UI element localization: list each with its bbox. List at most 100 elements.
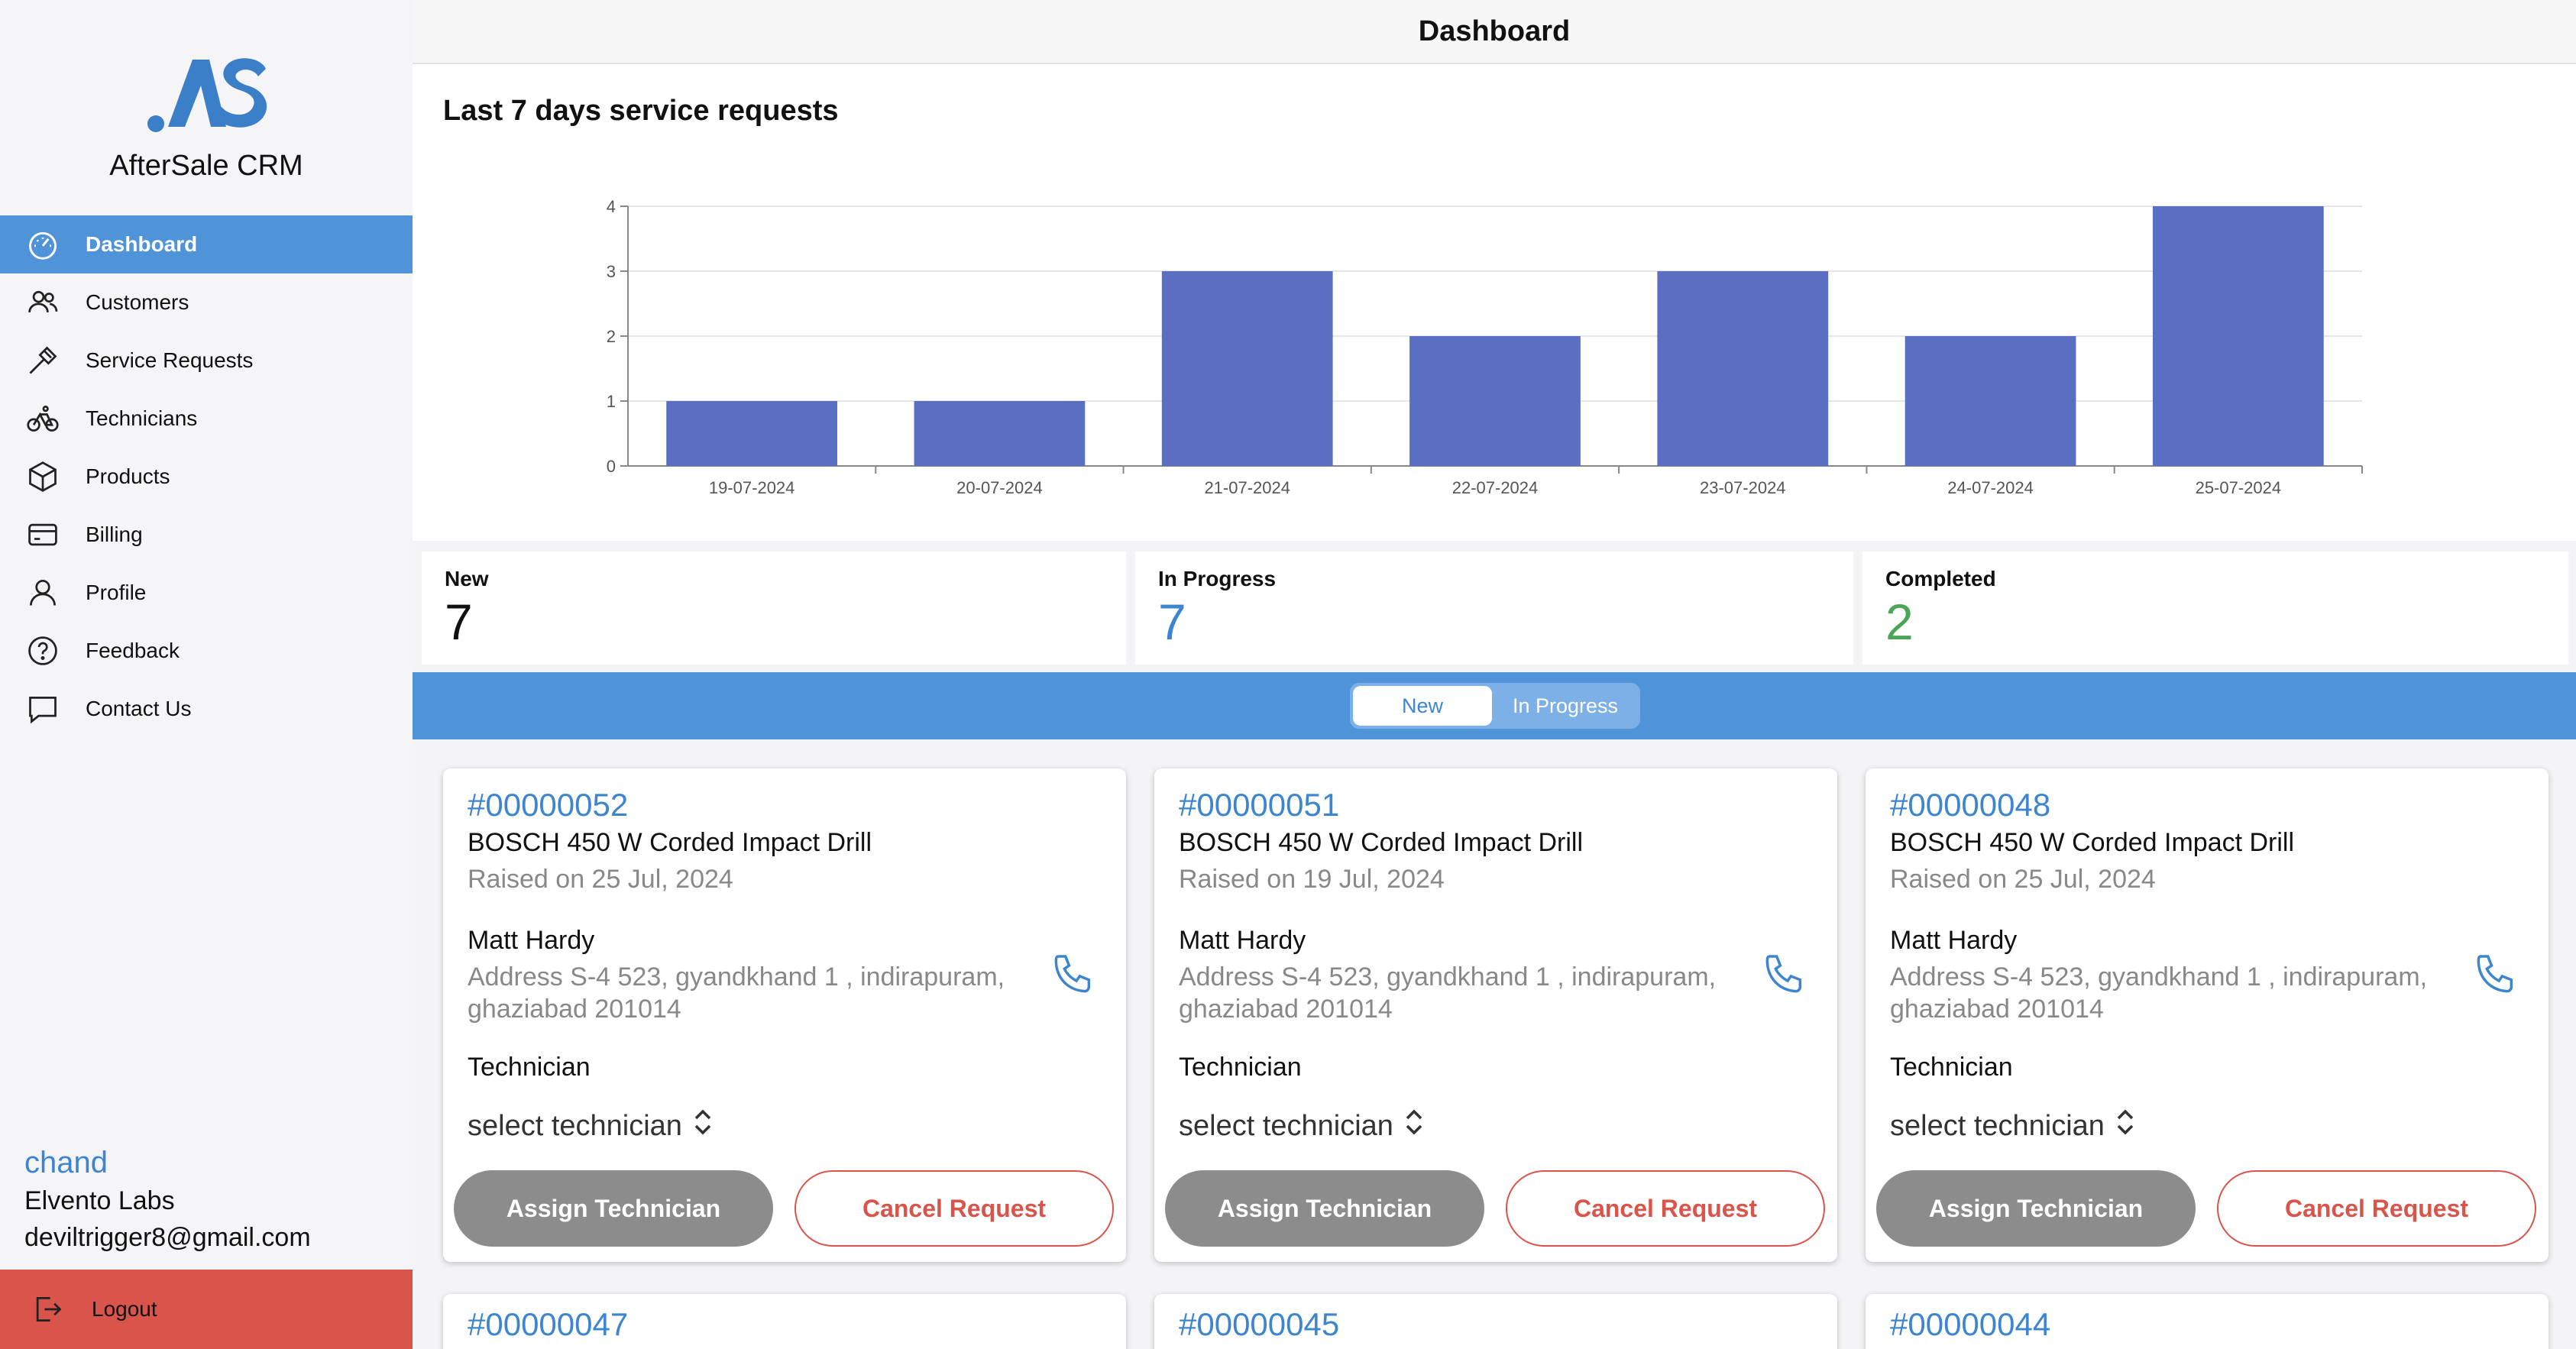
bar-21-07-2024[interactable] [1161, 271, 1333, 466]
bicycle-icon [24, 400, 61, 437]
technician-select[interactable]: select technician [468, 1109, 713, 1143]
y-tick-label: 0 [607, 457, 616, 476]
request-id[interactable]: #00000048 [1890, 787, 2051, 823]
sidebar-item-service-requests[interactable]: Service Requests [0, 332, 413, 390]
technician-select[interactable]: select technician [1179, 1109, 1424, 1143]
sidebar-item-label: Dashboard [86, 232, 198, 256]
question-circle-icon [24, 632, 61, 669]
phone-icon[interactable] [2471, 950, 2519, 999]
chart-title: Last 7 days service requests [443, 95, 839, 127]
stat-label: In Progress [1158, 567, 1277, 590]
select-chevron-icon [2105, 1109, 2135, 1143]
bar-24-07-2024[interactable] [1904, 336, 2076, 466]
customer-address: Address S-4 523, gyandkhand 1 , indirapu… [1890, 962, 2428, 1024]
y-tick-label: 1 [607, 392, 616, 411]
x-tick-label: 25-07-2024 [2196, 478, 2282, 497]
raised-date: Raised on 19 Jul, 2024 [1179, 865, 1445, 894]
sidebar-item-contact-us[interactable]: Contact Us [0, 680, 413, 738]
bar-22-07-2024[interactable] [1409, 336, 1581, 466]
raised-date: Raised on 25 Jul, 2024 [468, 865, 733, 894]
request-card: #00000047 [443, 1294, 1126, 1349]
cancel-request-button[interactable]: Cancel Request [794, 1170, 1114, 1247]
assign-technician-button[interactable]: Assign Technician [1876, 1170, 2196, 1247]
logout-label: Logout [92, 1297, 157, 1321]
customer-name: Matt Hardy [1890, 926, 2018, 955]
request-card: #00000048 BOSCH 450 W Corded Impact Drill… [1866, 768, 2548, 1262]
stat-label: New [445, 567, 489, 590]
technician-label: Technician [1179, 1053, 1302, 1082]
stat-label: Completed [1885, 567, 1996, 590]
sidebar-item-feedback[interactable]: Feedback [0, 622, 413, 680]
request-id[interactable]: #00000047 [468, 1306, 629, 1342]
select-chevron-icon [1393, 1109, 1424, 1143]
phone-icon[interactable] [1048, 950, 1097, 999]
chart-panel: Last 7 days service requests 0 1 2 3 4 19-07-… [413, 64, 2576, 541]
sidebar-item-label: Profile [86, 581, 147, 604]
user-info: chand Elvento Labs deviltrigger8@gmail.c… [24, 1143, 311, 1256]
user-org: Elvento Labs [24, 1186, 175, 1215]
sidebar-item-technicians[interactable]: Technicians [0, 390, 413, 448]
sidebar-item-label: Products [86, 464, 170, 488]
customer-address: Address S-4 523, gyandkhand 1 , indirapu… [1179, 962, 1717, 1024]
sidebar-item-label: Contact Us [86, 697, 192, 720]
sidebar-item-label: Billing [86, 522, 143, 546]
bar-chart: 0 1 2 3 4 19-07-2024 20-07-2024 21-07-2024 22-07… [607, 197, 2363, 497]
sidebar-item-customers[interactable]: Customers [0, 273, 413, 332]
hammer-icon [24, 342, 61, 379]
credit-card-icon [24, 516, 61, 553]
request-id[interactable]: #00000044 [1890, 1306, 2051, 1342]
request-id[interactable]: #00000045 [1179, 1306, 1340, 1342]
tab-in-progress[interactable]: In Progress [1512, 694, 1619, 717]
logout-button[interactable]: Logout [0, 1270, 413, 1349]
sidebar-item-profile[interactable]: Profile [0, 564, 413, 622]
request-id[interactable]: #00000052 [468, 787, 629, 823]
x-tick-label: 21-07-2024 [1204, 478, 1290, 497]
sidebar-item-label: Customers [86, 290, 189, 314]
technician-label: Technician [468, 1053, 591, 1082]
technician-label: Technician [1890, 1053, 2013, 1082]
product-name: BOSCH 450 W Corded Impact Drill [468, 828, 872, 857]
gauge-icon [24, 226, 61, 263]
user-email: deviltrigger8@gmail.com [24, 1223, 311, 1252]
bar-23-07-2024[interactable] [1657, 271, 1829, 466]
cancel-request-button[interactable]: Cancel Request [1506, 1170, 1825, 1247]
customer-name: Matt Hardy [1179, 926, 1306, 955]
stat-value: 7 [1158, 594, 1186, 650]
request-card: #00000051 BOSCH 450 W Corded Impact Drill… [1154, 768, 1837, 1262]
bar-19-07-2024[interactable] [666, 401, 838, 466]
sidebar-nav: Dashboard Customers Service Requests Tec… [0, 215, 413, 738]
select-chevron-icon [682, 1109, 713, 1143]
stat-new: New 7 [422, 552, 1126, 665]
technician-select-value: select technician [468, 1109, 682, 1142]
cancel-request-button[interactable]: Cancel Request [2217, 1170, 2536, 1247]
sidebar-item-label: Service Requests [86, 348, 254, 372]
product-name: BOSCH 450 W Corded Impact Drill [1179, 828, 1584, 857]
stat-value: 7 [445, 594, 473, 650]
user-name: chand [24, 1146, 108, 1179]
request-card: #00000045 [1154, 1294, 1837, 1349]
status-segmented-control: New In Progress [1350, 683, 1640, 729]
tab-new[interactable]: New [1353, 686, 1492, 726]
request-id[interactable]: #00000051 [1179, 787, 1340, 823]
sidebar-item-products[interactable]: Products [0, 448, 413, 506]
request-card: #00000052 BOSCH 450 W Corded Impact Drill… [443, 768, 1126, 1262]
customer-name: Matt Hardy [468, 926, 595, 955]
phone-icon[interactable] [1759, 950, 1808, 999]
stat-completed: Completed 2 [1862, 552, 2568, 665]
sidebar-item-label: Feedback [86, 639, 180, 662]
user-icon [24, 574, 61, 611]
bar-20-07-2024[interactable] [914, 401, 1086, 466]
sidebar-item-dashboard[interactable]: Dashboard [0, 215, 413, 273]
page-title: Dashboard [413, 0, 2576, 64]
status-tab-bar: New In Progress [413, 672, 2576, 739]
technician-select[interactable]: select technician [1890, 1109, 2135, 1143]
request-card: #00000044 [1866, 1294, 2548, 1349]
x-tick-label: 23-07-2024 [1700, 478, 1786, 497]
customer-address: Address S-4 523, gyandkhand 1 , indirapu… [468, 962, 1005, 1024]
assign-technician-button[interactable]: Assign Technician [454, 1170, 773, 1247]
bar-25-07-2024[interactable] [2152, 206, 2324, 466]
app-logo [147, 58, 267, 132]
sidebar-item-label: Technicians [86, 406, 198, 430]
assign-technician-button[interactable]: Assign Technician [1165, 1170, 1484, 1247]
sidebar-item-billing[interactable]: Billing [0, 506, 413, 564]
